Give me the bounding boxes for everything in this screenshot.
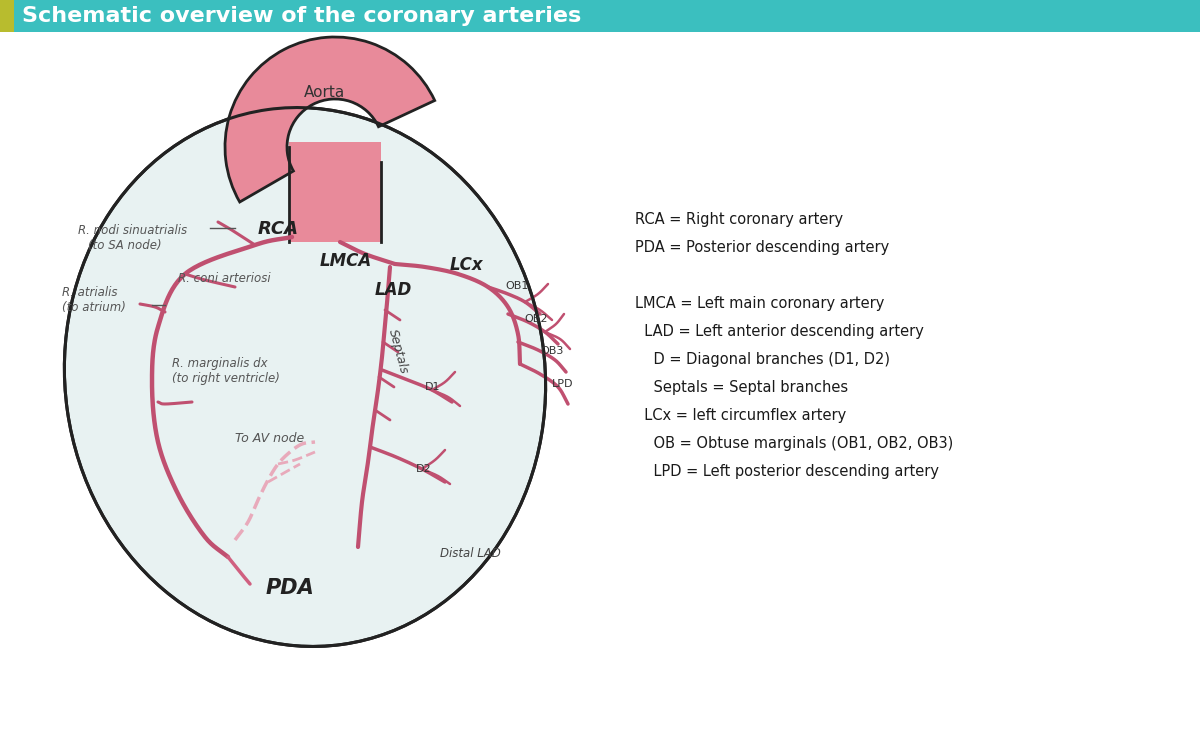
Wedge shape: [226, 37, 434, 202]
Text: PDA = Posterior descending artery: PDA = Posterior descending artery: [635, 240, 889, 255]
Text: Septals = Septal branches: Septals = Septal branches: [635, 380, 848, 395]
Text: LMCA = Left main coronary artery: LMCA = Left main coronary artery: [635, 296, 884, 311]
FancyBboxPatch shape: [289, 142, 382, 242]
Text: PDA: PDA: [265, 578, 314, 598]
Text: Septals: Septals: [385, 328, 410, 376]
Text: R. atrialis: R. atrialis: [62, 286, 118, 299]
Ellipse shape: [65, 108, 546, 646]
Text: LPD = Left posterior descending artery: LPD = Left posterior descending artery: [635, 464, 938, 479]
Text: Distal LAD: Distal LAD: [440, 547, 500, 560]
Text: OB2: OB2: [524, 314, 547, 324]
Text: RCA = Right coronary artery: RCA = Right coronary artery: [635, 212, 844, 227]
Text: Schematic overview of the coronary arteries: Schematic overview of the coronary arter…: [22, 6, 581, 26]
Text: (to right ventricle): (to right ventricle): [172, 372, 280, 385]
Text: RCA: RCA: [258, 220, 299, 238]
Bar: [0, 0, 14, 32]
Text: LCx = left circumflex artery: LCx = left circumflex artery: [635, 408, 846, 423]
Text: D2: D2: [416, 464, 432, 474]
Bar: [0, 0, 1200, 32]
Text: LCx: LCx: [450, 256, 484, 274]
Text: R. coni arteriosi: R. coni arteriosi: [178, 272, 271, 285]
Text: LMCA: LMCA: [320, 252, 372, 270]
Text: LPD: LPD: [552, 379, 574, 389]
Text: To AV node: To AV node: [235, 432, 305, 445]
Text: OB = Obtuse marginals (OB1, OB2, OB3): OB = Obtuse marginals (OB1, OB2, OB3): [635, 436, 953, 451]
Text: LAD = Left anterior descending artery: LAD = Left anterior descending artery: [635, 324, 924, 339]
Text: LAD: LAD: [374, 281, 413, 299]
Text: D = Diagonal branches (D1, D2): D = Diagonal branches (D1, D2): [635, 352, 890, 367]
Text: (to atrium): (to atrium): [62, 301, 126, 314]
Text: OB3: OB3: [540, 346, 563, 356]
Text: R. nodi sinuatrialis: R. nodi sinuatrialis: [78, 224, 187, 237]
Text: Aorta: Aorta: [305, 85, 346, 99]
Text: R. marginalis dx: R. marginalis dx: [172, 357, 268, 370]
Text: D1: D1: [425, 382, 440, 392]
Text: (to SA node): (to SA node): [88, 239, 162, 252]
Text: OB1: OB1: [505, 281, 528, 291]
